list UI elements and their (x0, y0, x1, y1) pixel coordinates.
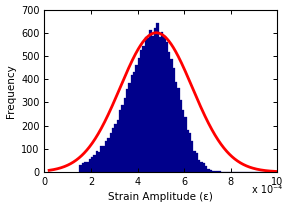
Bar (147, 38, 149, 172)
Bar (186, 130, 189, 172)
Bar (201, 162, 203, 172)
Bar (119, 110, 121, 172)
Bar (142, 46, 144, 172)
Bar (219, 171, 221, 172)
Bar (91, 157, 93, 172)
Bar (121, 105, 124, 172)
Bar (159, 37, 161, 172)
Bar (107, 138, 110, 172)
Bar (144, 37, 147, 172)
Bar (177, 88, 179, 172)
Bar (184, 117, 186, 172)
Bar (84, 162, 86, 172)
Bar (191, 141, 194, 172)
Bar (194, 151, 196, 172)
Bar (131, 75, 133, 172)
Bar (149, 30, 152, 172)
Bar (168, 52, 170, 172)
Bar (166, 42, 168, 172)
Bar (98, 152, 100, 172)
Bar (170, 59, 173, 172)
Bar (212, 171, 214, 172)
Bar (154, 28, 156, 172)
Bar (214, 171, 217, 172)
Bar (140, 50, 142, 172)
Bar (105, 141, 107, 172)
Bar (89, 159, 91, 172)
Bar (135, 65, 138, 172)
Bar (100, 146, 103, 172)
Bar (205, 166, 208, 172)
Bar (93, 155, 96, 172)
Bar (161, 32, 163, 172)
Bar (196, 153, 198, 172)
Bar (126, 89, 128, 172)
Bar (110, 133, 112, 172)
Bar (79, 165, 82, 172)
Y-axis label: Frequency: Frequency (5, 64, 16, 118)
Bar (217, 171, 219, 172)
Bar (173, 68, 175, 172)
Bar (112, 128, 114, 172)
Bar (114, 124, 117, 172)
Bar (175, 83, 177, 172)
Bar (128, 83, 131, 172)
Bar (124, 98, 126, 172)
Bar (82, 163, 84, 172)
Bar (179, 100, 182, 172)
Bar (189, 133, 191, 172)
Bar (152, 36, 154, 172)
Bar (203, 163, 205, 172)
Bar (86, 162, 89, 172)
Bar (198, 160, 201, 172)
Bar (96, 151, 98, 172)
Bar (138, 58, 140, 172)
Bar (156, 24, 159, 172)
X-axis label: Strain Amplitude (ε): Strain Amplitude (ε) (108, 192, 213, 202)
Bar (103, 146, 105, 172)
Bar (182, 110, 184, 172)
Text: x 10⁻⁴: x 10⁻⁴ (252, 185, 282, 195)
Bar (133, 73, 135, 172)
Bar (163, 36, 166, 172)
Bar (208, 169, 210, 172)
Bar (117, 120, 119, 172)
Bar (210, 170, 212, 172)
